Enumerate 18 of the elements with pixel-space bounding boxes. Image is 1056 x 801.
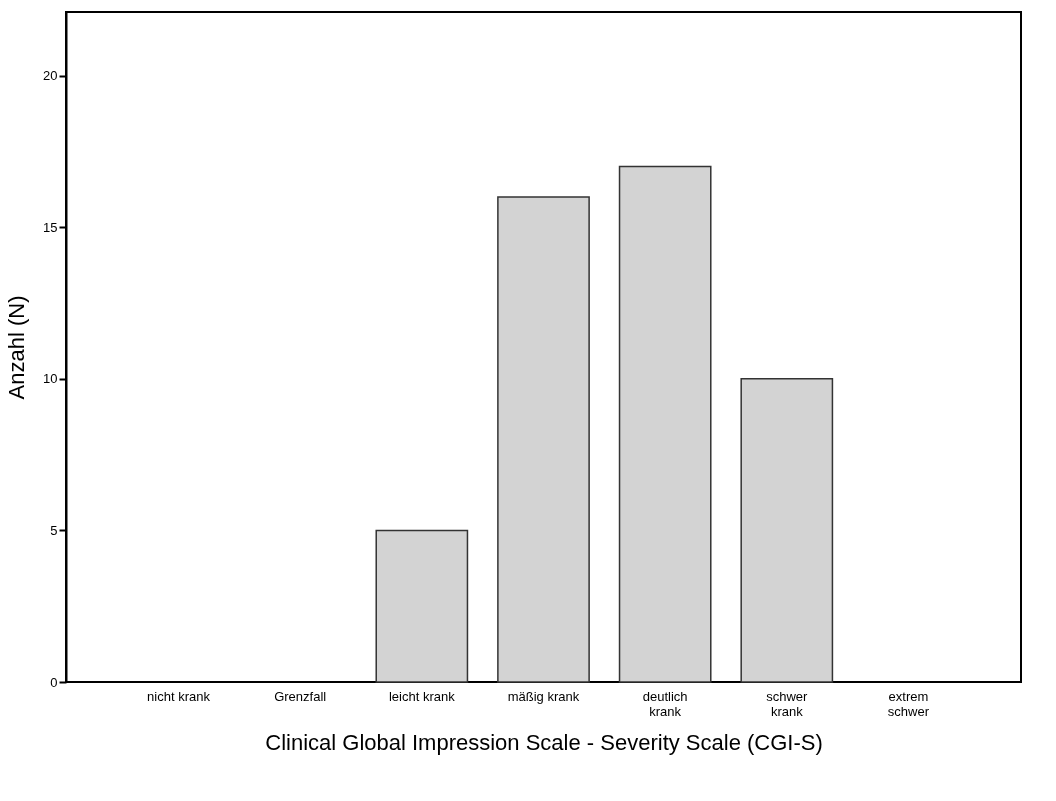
x-tick-label: Grenzfall xyxy=(274,688,327,704)
y-axis-title: Anzahl (N) xyxy=(4,295,30,400)
y-tick-label: 5 xyxy=(50,522,58,538)
x-tick-label: extrem schwer xyxy=(887,688,930,719)
y-tick-label: 10 xyxy=(43,371,58,387)
x-tick-label: leicht krank xyxy=(388,688,456,704)
y-tick-label: 0 xyxy=(50,674,58,690)
x-tick-label: nicht krank xyxy=(147,688,211,704)
y-tick-label: 15 xyxy=(43,219,58,235)
x-axis-title: Clinical Global Impression Scale - Severity Scale (CGI-S) xyxy=(265,729,823,755)
bar xyxy=(618,165,712,683)
bar xyxy=(497,196,590,683)
y-tick-label: 20 xyxy=(43,68,58,84)
x-tick-label: schwer krank xyxy=(766,688,809,719)
bar xyxy=(375,529,469,683)
x-tick-label: mäßig krank xyxy=(507,688,580,704)
bar xyxy=(740,378,834,683)
x-tick-label: deutlich krank xyxy=(642,688,688,719)
